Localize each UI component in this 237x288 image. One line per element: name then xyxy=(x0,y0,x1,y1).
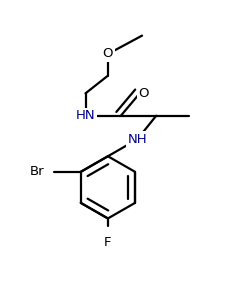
Text: O: O xyxy=(139,87,149,100)
Text: F: F xyxy=(104,236,112,249)
Text: O: O xyxy=(103,48,113,60)
Text: NH: NH xyxy=(128,133,147,146)
Text: Br: Br xyxy=(30,165,45,178)
Text: HN: HN xyxy=(76,109,95,122)
